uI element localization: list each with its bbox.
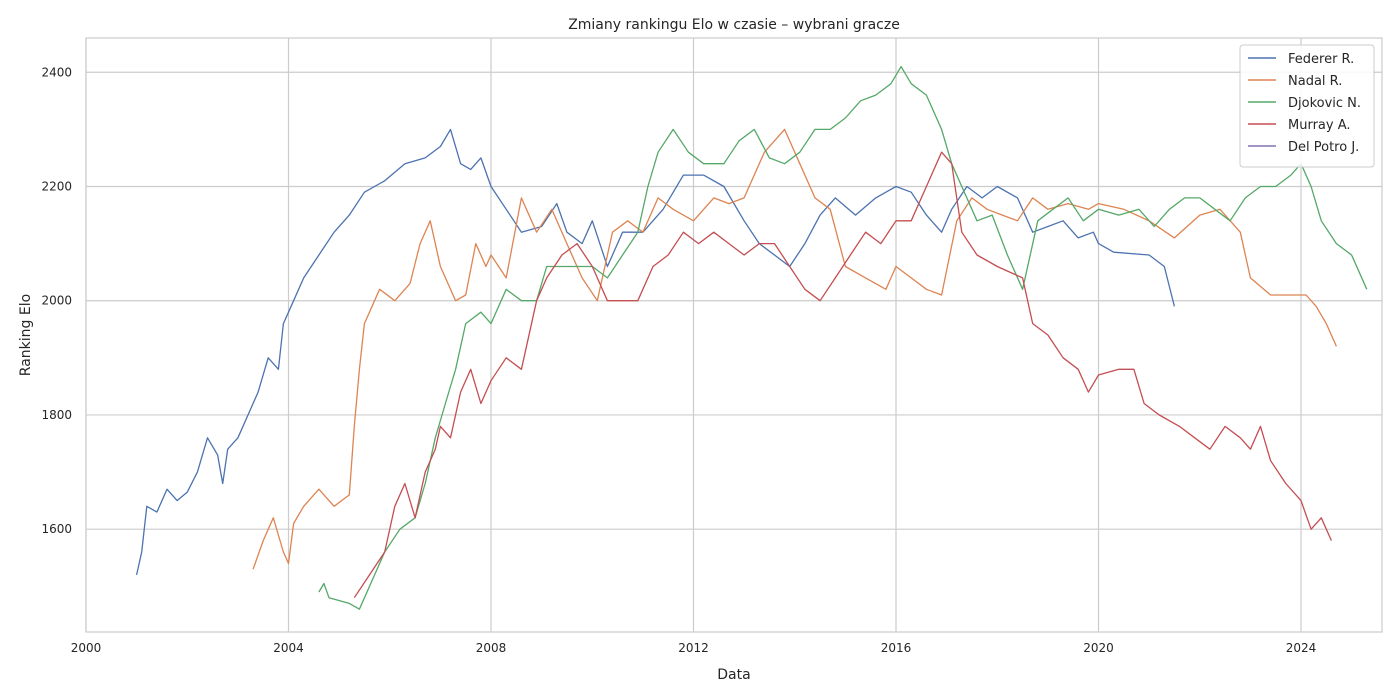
x-tick-label: 2016 <box>881 641 912 655</box>
y-axis-label: Ranking Elo <box>18 294 34 376</box>
chart-title: Zmiany rankingu Elo w czasie – wybrani g… <box>568 17 900 33</box>
x-tick-label: 2012 <box>678 641 709 655</box>
y-tick-label: 2400 <box>41 65 72 79</box>
y-tick-label: 2000 <box>41 294 72 308</box>
series-line-0 <box>135 128 1176 576</box>
legend-label: Djokovic N. <box>1288 96 1361 111</box>
legend-label: Federer R. <box>1288 52 1354 67</box>
y-tick-label: 1600 <box>41 522 72 536</box>
y-tick-label: 1800 <box>41 408 72 422</box>
x-tick-label: 2024 <box>1286 641 1317 655</box>
legend-label: Del Potro J. <box>1288 140 1359 155</box>
ticks: 2000 2004 2008 2012 2016 2020 2024 1600 1800 2000… <box>41 65 1316 655</box>
series-line-1 <box>252 128 1337 570</box>
x-tick-label: 2008 <box>476 641 507 655</box>
series-line-2 <box>318 65 1368 610</box>
legend-box <box>1239 44 1375 168</box>
legend: Federer R. Nadal R. Djokovic N. Murray A. De… <box>1239 44 1375 168</box>
x-tick-label: 2000 <box>71 641 102 655</box>
x-tick-label: 2020 <box>1083 641 1114 655</box>
x-axis-label: Data <box>717 667 750 683</box>
grid <box>85 38 1382 632</box>
x-tick-label: 2004 <box>273 641 304 655</box>
legend-label: Nadal R. <box>1288 74 1342 89</box>
legend-label: Murray A. <box>1288 118 1351 133</box>
plot-area <box>85 37 1383 633</box>
y-tick-label: 2200 <box>41 180 72 194</box>
series-layer <box>135 65 1368 610</box>
series-line-3 <box>353 151 1332 599</box>
